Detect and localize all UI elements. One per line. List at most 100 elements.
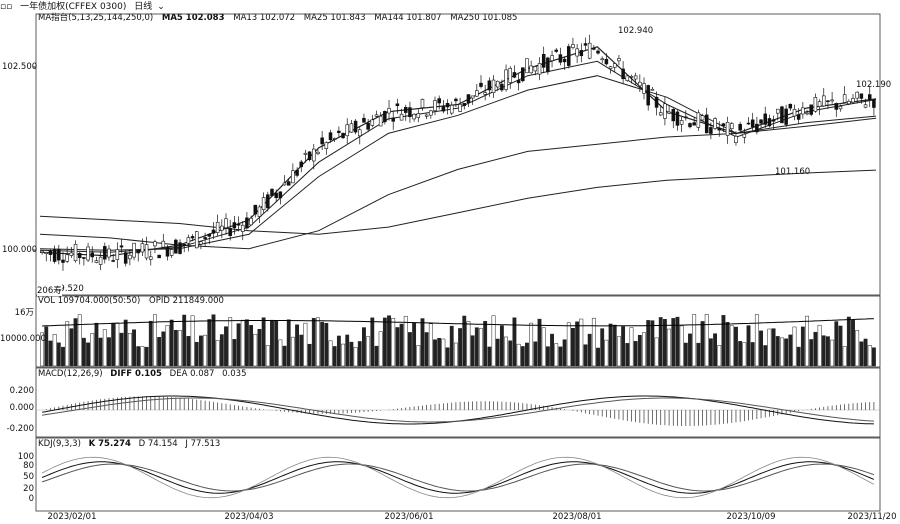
candle-body: [525, 58, 529, 74]
volume-bar: [52, 333, 57, 367]
candle-body: [253, 204, 258, 215]
volume-bar: [466, 321, 471, 367]
candle-body: [337, 130, 341, 134]
kdj-y-tick-80: 80: [23, 461, 34, 471]
candle-body: [107, 248, 111, 258]
volume-bar: [867, 345, 872, 367]
candle-body: [412, 113, 416, 120]
candle-body: [500, 83, 504, 91]
candle-body: [307, 151, 312, 161]
candle-body: [834, 103, 839, 110]
volume-bar: [871, 347, 876, 367]
candle-body: [236, 223, 241, 226]
volume-bar: [562, 339, 567, 367]
volume-bar: [579, 318, 584, 367]
volume-bar: [270, 319, 274, 367]
candle-body: [621, 68, 625, 80]
candle-body: [316, 151, 320, 155]
volume-bar: [445, 347, 450, 367]
candle-body: [675, 111, 680, 126]
candle-body: [420, 98, 425, 108]
volume-bar: [65, 321, 70, 367]
candle-body: [441, 106, 446, 112]
candle-body: [579, 50, 584, 57]
candle-body: [190, 236, 195, 239]
volume-bar: [470, 335, 475, 367]
candle-body: [261, 197, 266, 210]
candle-body: [57, 249, 61, 261]
volume-bar: [123, 319, 128, 367]
volume-bar: [387, 315, 391, 367]
volume-bar: [115, 322, 120, 367]
candle-body: [345, 124, 349, 137]
candle-body: [445, 102, 450, 108]
candle-body: [784, 108, 788, 125]
candle-body: [186, 237, 191, 244]
candle-body: [286, 181, 291, 186]
volume-bar: [600, 328, 605, 367]
period-selector[interactable]: 日线 ⌄: [134, 2, 170, 12]
kdj-j-line: [41, 456, 875, 499]
volume-bar: [550, 333, 554, 367]
volume-bar: [746, 325, 751, 367]
volume-bar: [784, 338, 789, 367]
candle-body: [550, 55, 554, 61]
candle-body: [65, 254, 69, 262]
volume-bar: [403, 315, 408, 367]
macd-y-tick-pos: 0.200: [9, 386, 34, 396]
candle-body: [403, 107, 408, 113]
volume-bar: [754, 314, 759, 367]
candle-body: [567, 46, 571, 66]
window-icons[interactable]: ▫▫: [0, 2, 13, 12]
volume-bar: [437, 337, 442, 367]
volume-bar: [136, 346, 141, 367]
kdj-indicator-name: KDJ(9,3,3): [38, 439, 81, 449]
candle-body: [730, 123, 734, 130]
candle-body: [395, 103, 400, 107]
volume-bar: [525, 342, 529, 367]
candle-body: [604, 58, 609, 65]
volume-bar: [575, 321, 580, 367]
candle-body: [449, 104, 454, 114]
candle-body: [571, 44, 575, 48]
ma5-value: MA5 102.083: [161, 13, 225, 23]
candle-body: [169, 249, 174, 256]
volume-bar: [211, 314, 216, 367]
candle-body: [504, 69, 508, 90]
volume-bar: [512, 317, 517, 367]
kdj-y-tick-100: 100: [17, 452, 34, 462]
volume-bar: [780, 337, 784, 367]
candle-body: [249, 217, 253, 226]
x-tick-6: 2023/11/20: [847, 512, 897, 522]
candle-body: [232, 222, 237, 229]
candle-body: [575, 48, 579, 57]
volume-bar: [817, 324, 822, 367]
x-tick-4: 2023/08/01: [552, 512, 602, 522]
candle-body: [780, 106, 784, 124]
candle-body: [278, 191, 283, 199]
volume-bar: [61, 346, 65, 367]
volume-bar: [750, 342, 755, 367]
volume-bar: [566, 322, 571, 367]
candle-body: [161, 240, 166, 248]
volume-bar: [153, 314, 157, 367]
kdj-d-line: [41, 463, 875, 492]
volume-bar: [675, 316, 680, 367]
candle-body: [717, 127, 722, 131]
volume-bar: [391, 317, 396, 367]
candle-body: [157, 254, 161, 259]
candle-body: [750, 119, 755, 128]
candle-body: [608, 66, 613, 69]
macd-legend: MACD(12,26,9) DIFF 0.105 DEA 0.087 0.035: [38, 369, 246, 380]
x-tick-1: 2023/02/01: [47, 512, 97, 522]
candle-body: [746, 122, 751, 125]
candle-body: [688, 123, 692, 128]
candle-body: [266, 194, 270, 209]
candle-body: [654, 96, 659, 108]
volume-bar: [453, 342, 458, 367]
price-panel-frame: [35, 13, 881, 296]
candle-body: [491, 79, 496, 94]
candle-body: [596, 50, 600, 54]
